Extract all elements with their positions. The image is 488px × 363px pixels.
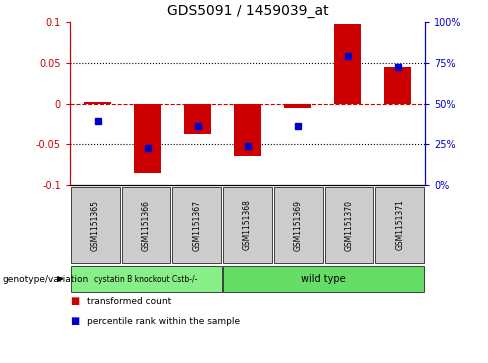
Bar: [334, 24, 361, 103]
Bar: [134, 103, 161, 173]
Text: GSM1151366: GSM1151366: [142, 200, 151, 250]
Text: GSM1151365: GSM1151365: [91, 200, 100, 250]
Bar: [274, 187, 323, 264]
Text: genotype/variation: genotype/variation: [2, 274, 89, 284]
Text: GSM1151370: GSM1151370: [345, 200, 353, 250]
Text: wild type: wild type: [301, 274, 346, 284]
Bar: [223, 187, 272, 264]
Bar: [70, 266, 222, 291]
Text: transformed count: transformed count: [87, 297, 171, 306]
Bar: [172, 187, 221, 264]
Text: ■: ■: [70, 316, 79, 326]
Text: cystatin B knockout Cstb-/-: cystatin B knockout Cstb-/-: [94, 274, 198, 284]
Bar: [284, 103, 311, 107]
Bar: [325, 187, 373, 264]
Bar: [375, 187, 424, 264]
Text: GSM1151369: GSM1151369: [294, 200, 303, 250]
Text: GSM1151371: GSM1151371: [395, 200, 404, 250]
Title: GDS5091 / 1459039_at: GDS5091 / 1459039_at: [167, 4, 328, 18]
Text: ■: ■: [70, 296, 79, 306]
Text: GSM1151368: GSM1151368: [243, 200, 252, 250]
Bar: [122, 187, 170, 264]
Bar: [223, 266, 425, 291]
Bar: [234, 103, 261, 156]
Bar: [71, 187, 120, 264]
Bar: [184, 103, 211, 134]
Text: GSM1151367: GSM1151367: [192, 200, 201, 250]
Bar: [84, 102, 111, 103]
Text: percentile rank within the sample: percentile rank within the sample: [87, 317, 240, 326]
Bar: [384, 67, 411, 103]
